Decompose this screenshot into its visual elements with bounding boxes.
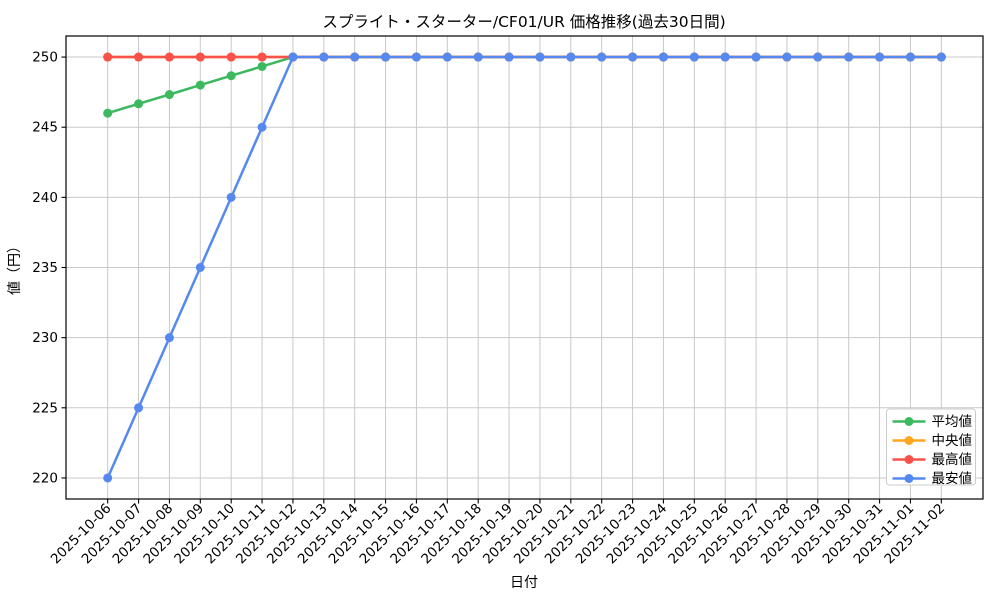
data-point-max (164, 52, 174, 62)
legend-item-avg: 平均値 (892, 414, 973, 430)
data-point-min (411, 52, 421, 62)
legend-item-min: 最安値 (892, 471, 973, 487)
data-point-avg (257, 61, 267, 71)
y-tick-label: 245 (32, 120, 58, 136)
data-point-min (504, 52, 514, 62)
x-axis-label: 日付 (510, 575, 538, 591)
y-axis-label: 値（円） (7, 239, 23, 295)
data-point-min (381, 52, 391, 62)
data-point-min (535, 52, 545, 62)
series-avg (103, 52, 946, 118)
data-point-min (844, 52, 854, 62)
y-tick-label: 250 (32, 50, 58, 66)
y-tick-label: 240 (32, 190, 58, 206)
legend-label-avg: 平均値 (932, 414, 973, 430)
data-point-avg (226, 71, 236, 81)
series-layer (103, 52, 946, 483)
data-point-min (134, 403, 144, 413)
data-point-min (226, 192, 236, 202)
data-point-max (226, 52, 236, 62)
legend-marker-median (904, 436, 914, 445)
data-point-min (257, 122, 267, 132)
legend-marker-max (904, 455, 914, 464)
data-point-min (442, 52, 452, 62)
data-point-min (350, 52, 360, 62)
data-point-min (689, 52, 699, 62)
series-line-avg (107, 55, 942, 115)
y-tick-label: 230 (32, 330, 58, 346)
legend-box (886, 408, 976, 486)
legend-label-max: 最高値 (932, 451, 973, 468)
legend-marker-min (904, 474, 914, 483)
data-point-min (628, 52, 638, 62)
data-point-min (597, 52, 607, 62)
data-point-min (658, 52, 668, 62)
data-point-max (134, 52, 144, 62)
y-tick-label: 225 (32, 400, 58, 416)
data-point-min (103, 473, 113, 483)
y-tick-label: 235 (32, 260, 58, 276)
legend-item-median: 中央値 (892, 433, 973, 449)
data-point-max (257, 52, 267, 62)
series-line-min (106, 55, 942, 479)
data-point-min (905, 52, 915, 62)
chart-title: スプライト・スターター/CF01/UR 価格推移(過去30日間) (322, 13, 725, 31)
data-point-min (288, 52, 298, 62)
data-point-avg (195, 80, 205, 90)
data-point-avg (164, 90, 174, 100)
grid (66, 36, 983, 499)
data-point-max (195, 52, 205, 62)
data-point-avg (103, 108, 113, 118)
data-point-min (782, 52, 792, 62)
data-point-max (103, 52, 113, 62)
data-point-min (813, 52, 823, 62)
data-point-min (751, 52, 761, 62)
legend-label-median: 中央値 (932, 433, 973, 449)
data-point-min (875, 52, 885, 62)
y-tick-label: 220 (32, 470, 58, 486)
data-point-avg (134, 99, 144, 109)
data-point-min (473, 52, 483, 62)
series-min (103, 52, 946, 483)
data-point-min (720, 52, 730, 62)
legend-item-max: 最高値 (892, 451, 973, 468)
data-point-min (936, 52, 946, 62)
data-point-min (195, 263, 205, 272)
data-point-min (164, 333, 174, 343)
data-point-min (319, 52, 329, 62)
legend-marker-avg (904, 417, 914, 426)
legend-label-min: 最安値 (932, 471, 973, 487)
data-point-min (566, 52, 576, 62)
